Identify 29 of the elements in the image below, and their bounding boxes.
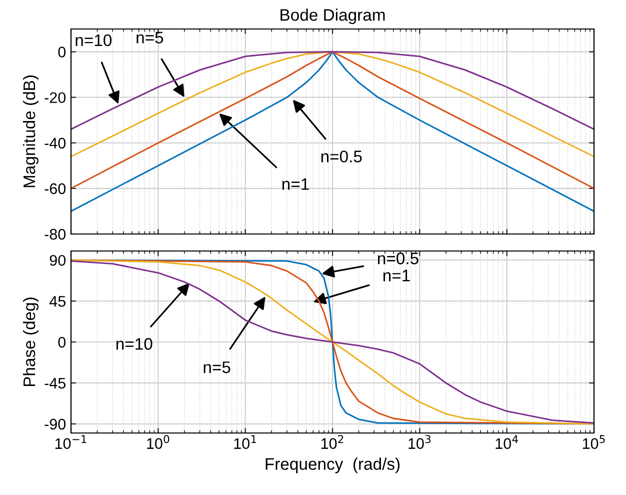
x-tick-label: 10$^{5}$ [582,435,605,449]
y-tick-label: 0 [58,336,66,348]
x-axis-title: Frequency (rad/s) [266,458,400,474]
y-axis-title: Phase (deg) [22,298,39,386]
y-tick-label: 45 [50,296,66,307]
y-tick-label: 0 [58,46,66,58]
annotation: n=10 [76,34,112,46]
y-tick-label: 90 [50,254,66,266]
chart-title: Bode Diagram [280,8,385,24]
annotation: n=0.5 [321,150,362,162]
y-tick-label: -60 [44,183,66,194]
x-tick-label: 10$^{3}$ [408,435,431,449]
y-tick-label: -20 [44,92,66,104]
y-tick-label: -40 [44,138,66,149]
y-axis-title: Magnitude (dB) [22,76,39,188]
annotation: n=1 [282,178,309,190]
y-tick-label: -45 [44,378,66,389]
x-tick-label: 10$^{4}$ [496,435,518,449]
x-tick-label: 10$^{2}$ [321,435,344,449]
x-tick-label: 10$^{−1}$ [55,435,86,449]
x-tick-label: 10$^{1}$ [234,435,256,449]
annotation: n=5 [204,362,230,374]
y-tick-label: -90 [44,418,66,430]
x-tick-label: 10$^{0}$ [147,435,170,449]
annotation: n=1 [383,270,410,282]
y-tick-label: -80 [44,228,66,240]
annotation: n=10 [116,338,152,350]
annotation: n=5 [136,32,164,44]
annotation: n=0.5 [378,252,418,264]
